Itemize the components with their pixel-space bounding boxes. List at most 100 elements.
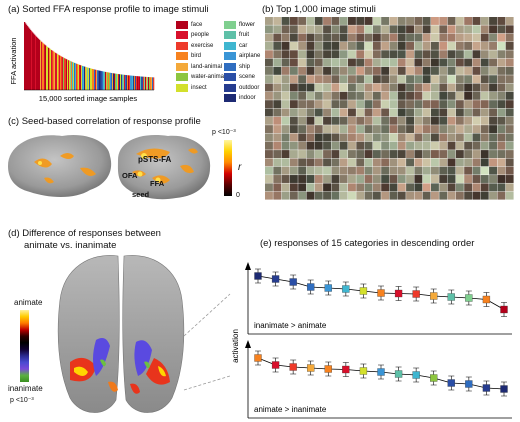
- image-thumbnail: [414, 175, 423, 183]
- legend-item: bird: [176, 52, 201, 61]
- image-thumbnail: [389, 125, 398, 134]
- ffa-bar: [102, 71, 104, 90]
- category-marker: [324, 284, 332, 292]
- ffa-bar: [74, 62, 76, 90]
- image-thumbnail: [497, 91, 506, 100]
- ffa-bar: [132, 75, 134, 90]
- image-thumbnail: [339, 116, 348, 125]
- image-thumbnail: [298, 58, 307, 67]
- image-thumbnail: [289, 25, 298, 34]
- image-thumbnail: [464, 100, 473, 109]
- image-thumbnail: [505, 83, 514, 92]
- category-marker: [447, 293, 455, 301]
- image-thumbnail: [497, 75, 506, 84]
- image-thumbnail: [489, 33, 497, 42]
- image-thumbnail: [381, 158, 390, 167]
- image-thumbnail: [339, 58, 348, 67]
- image-thumbnail: [273, 58, 282, 67]
- ffa-bar: [27, 26, 29, 90]
- category-marker: [359, 367, 368, 375]
- image-thumbnail: [265, 116, 273, 125]
- image-thumbnail: [455, 83, 464, 92]
- image-thumbnail: [447, 58, 456, 67]
- image-thumbnail: [265, 150, 273, 159]
- image-thumbnail: [455, 50, 464, 59]
- image-thumbnail: [364, 50, 373, 59]
- category-marker: [412, 371, 420, 379]
- image-thumbnail: [372, 41, 381, 50]
- ffa-bar: [58, 54, 60, 90]
- image-thumbnail: [289, 50, 298, 59]
- image-thumbnail: [422, 191, 431, 200]
- image-thumbnail: [323, 91, 331, 100]
- ffa-bar: [149, 77, 151, 90]
- category-marker: [359, 287, 368, 295]
- ffa-bars: [24, 22, 155, 91]
- image-thumbnail: [422, 58, 431, 67]
- image-thumbnail: [298, 50, 307, 59]
- image-thumbnail: [397, 125, 406, 134]
- category-marker: [394, 370, 403, 378]
- image-thumbnail: [447, 91, 456, 100]
- image-thumbnail: [273, 41, 282, 50]
- image-thumbnail: [464, 183, 473, 192]
- image-thumbnail: [306, 108, 315, 117]
- image-thumbnail: [455, 141, 464, 150]
- image-thumbnail: [414, 141, 423, 150]
- image-thumbnail: [505, 66, 514, 75]
- ffa-bar: [25, 23, 27, 90]
- image-thumbnail: [497, 158, 506, 167]
- image-thumbnail: [472, 41, 481, 50]
- image-thumbnail: [497, 183, 506, 192]
- image-thumbnail: [422, 133, 431, 142]
- image-thumbnail: [273, 17, 282, 25]
- image-thumbnail: [489, 108, 497, 117]
- image-thumbnail: [265, 83, 273, 92]
- image-thumbnail: [489, 158, 497, 167]
- legend-swatch: [224, 94, 236, 102]
- image-thumbnail: [397, 58, 406, 67]
- image-thumbnail: [497, 133, 506, 142]
- legend-swatch: [224, 31, 236, 39]
- ffa-bar: [64, 58, 66, 90]
- image-thumbnail: [505, 150, 514, 159]
- image-thumbnail: [431, 83, 439, 92]
- image-thumbnail: [265, 91, 273, 100]
- image-thumbnail: [505, 191, 514, 200]
- image-thumbnail: [480, 91, 489, 100]
- image-thumbnail: [306, 25, 315, 34]
- image-thumbnail: [431, 175, 439, 183]
- image-thumbnail: [289, 75, 298, 84]
- image-thumbnail: [298, 166, 307, 175]
- image-thumbnail: [480, 58, 489, 67]
- image-thumbnail: [381, 17, 390, 25]
- image-thumbnail: [455, 33, 464, 42]
- image-thumbnail: [505, 91, 514, 100]
- image-thumbnail: [439, 83, 448, 92]
- image-thumbnail: [265, 166, 273, 175]
- image-thumbnail: [489, 116, 497, 125]
- image-thumbnail: [281, 17, 290, 25]
- image-thumbnail: [414, 66, 423, 75]
- image-thumbnail: [306, 100, 315, 109]
- image-thumbnail: [298, 41, 307, 50]
- image-thumbnail: [331, 125, 340, 134]
- image-thumbnail: [306, 75, 315, 84]
- image-thumbnail: [397, 158, 406, 167]
- image-thumbnail: [406, 58, 414, 67]
- image-thumbnail: [381, 116, 390, 125]
- ffa-bar: [60, 55, 62, 90]
- label-inanimate: inanimate: [8, 384, 43, 393]
- image-thumbnail: [331, 91, 340, 100]
- image-thumbnail: [323, 150, 331, 159]
- image-thumbnail: [406, 150, 414, 159]
- ffa-bar: [86, 67, 88, 90]
- left-ventral-hemisphere: [57, 255, 120, 413]
- image-thumbnail: [306, 50, 315, 59]
- image-thumbnail: [281, 75, 290, 84]
- image-thumbnail: [339, 17, 348, 25]
- image-thumbnail: [455, 166, 464, 175]
- ffa-bar: [121, 74, 123, 90]
- image-thumbnail: [455, 100, 464, 109]
- image-thumbnail: [431, 58, 439, 67]
